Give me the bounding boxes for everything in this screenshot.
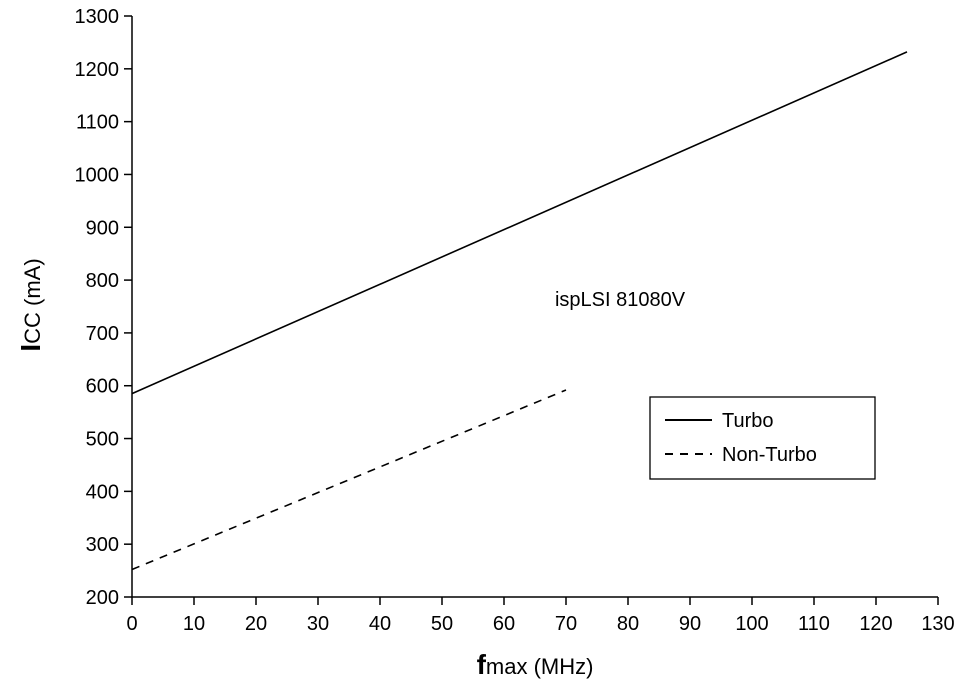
x-axis-label-sub: max: [486, 654, 528, 679]
x-tick-label: 20: [245, 613, 267, 635]
x-axis-label-main: f: [477, 649, 487, 680]
y-tick-label: 800: [86, 270, 119, 292]
x-tick-label: 0: [126, 613, 137, 635]
y-tick-label: 700: [86, 323, 119, 345]
y-axis-label-sub: CC: [20, 312, 45, 344]
series-line-turbo: [131, 51, 908, 395]
y-tick-label: 300: [86, 534, 119, 556]
series-line-non-turbo: [131, 389, 567, 571]
y-tick-label: 1300: [75, 6, 120, 28]
x-tick-label: 10: [183, 613, 205, 635]
series-group: [131, 51, 908, 571]
y-tick-label: 1200: [75, 59, 120, 81]
x-tick-label: 50: [431, 613, 453, 635]
x-tick-label: 100: [735, 613, 768, 635]
legend-label-non-turbo: Non-Turbo: [722, 444, 817, 466]
y-tick-label: 200: [86, 587, 119, 609]
legend: Turbo Non-Turbo: [649, 396, 876, 480]
y-tick-label: 400: [86, 481, 119, 503]
axes: 0 10 20 30 40 50 60 70 80 90 100 110 120 130 200 300 400…: [75, 6, 955, 635]
y-axis-label: ICC (mA): [15, 258, 46, 351]
y-tick-label: 600: [86, 376, 119, 398]
x-tick-label: 90: [679, 613, 701, 635]
x-axis-label-unit: (MHz): [527, 654, 593, 679]
chart-annotation: ispLSI 81080V: [555, 289, 686, 311]
x-tick-label: 30: [307, 613, 329, 635]
y-tick-label: 500: [86, 429, 119, 451]
legend-label-turbo: Turbo: [722, 410, 774, 432]
y-tick-label: 1100: [76, 112, 119, 134]
legend-box: [649, 396, 876, 480]
x-tick-label: 80: [617, 613, 639, 635]
x-tick-label: 70: [555, 613, 577, 635]
y-axis-label-unit: (mA): [20, 258, 45, 312]
y-tick-label: 1000: [75, 164, 120, 186]
x-axis-label: fmax (MHz): [477, 649, 594, 680]
y-tick-label: 900: [86, 217, 119, 239]
x-tick-label: 130: [921, 613, 954, 635]
x-tick-label: 60: [493, 613, 515, 635]
x-tick-label: 40: [369, 613, 391, 635]
y-axis-label-main: I: [15, 344, 46, 352]
x-tick-label: 110: [798, 613, 830, 635]
x-tick-label: 120: [859, 613, 892, 635]
